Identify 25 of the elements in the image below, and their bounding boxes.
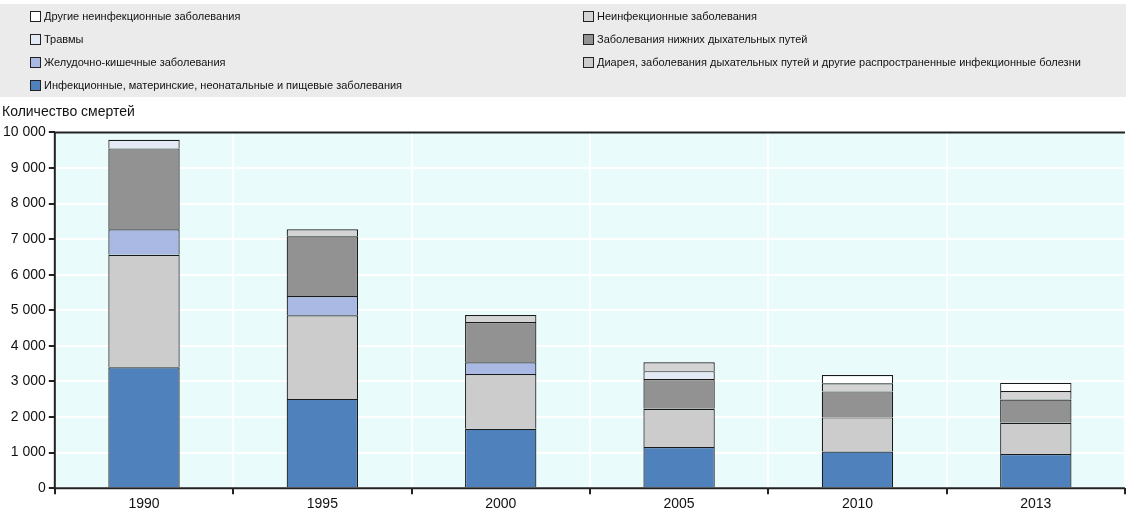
y-axis-title: Количество смертей	[2, 103, 136, 119]
x-tick-label: 1990	[128, 495, 160, 512]
x-tick-label: 1995	[306, 495, 339, 512]
y-tick-label: 5 000	[10, 301, 47, 318]
x-tick-label: 2005	[663, 495, 695, 512]
x-tick-label: 2010	[841, 495, 874, 512]
y-tick-label: 7 000	[10, 230, 47, 246]
y-tick-label: 9 000	[10, 158, 47, 175]
legend-label: Заболевания нижних дыхательных путей	[597, 33, 808, 45]
legend-label: Диарея, заболевания дыхательных путей и другие распространенные инфекционные болезни	[597, 56, 1081, 68]
x-tick-label: 2000	[485, 495, 517, 512]
y-tick-label: 2 000	[10, 407, 47, 424]
y-tick-label: 8 000	[10, 194, 47, 211]
y-tick-label: 0	[38, 479, 47, 496]
legend-label: Инфекционные, материнские, неонатальные и пищевые заболевания	[44, 79, 403, 91]
legend-label: Другие неинфекционные заболевания	[44, 10, 241, 22]
legend-label: Желудочно-кишечные заболевания	[44, 56, 226, 68]
legend-label: Неинфекционные заболевания	[597, 10, 757, 22]
y-tick-label: 6 000	[10, 265, 47, 282]
x-tick-label: 2013	[1020, 495, 1052, 512]
y-tick-label: 1 000	[10, 443, 47, 460]
legend-label: Травмы	[44, 33, 84, 45]
y-tick-label: 4 000	[10, 336, 47, 353]
y-tick-label: 3 000	[10, 372, 47, 389]
y-tick-label: 10 000	[2, 123, 47, 140]
